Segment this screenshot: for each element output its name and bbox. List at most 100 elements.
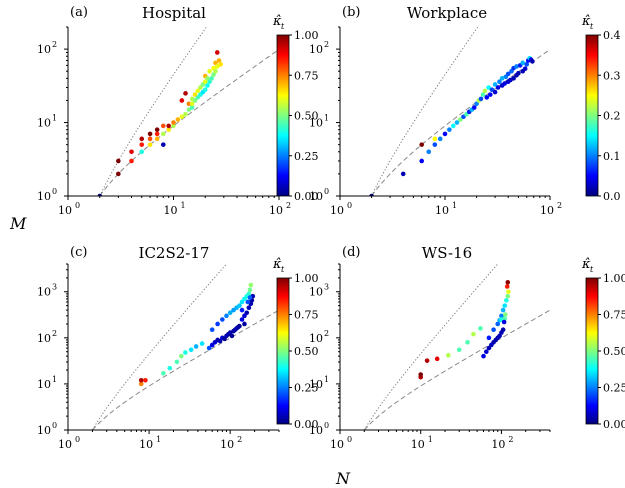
- data-point: [143, 377, 148, 383]
- data-point: [505, 293, 511, 299]
- data-point: [183, 350, 188, 355]
- y-tick-exponent: 2: [52, 40, 57, 49]
- x-tick-exponent: 1: [181, 201, 186, 210]
- data-point: [451, 123, 456, 129]
- y-tick-label: 10: [37, 117, 51, 130]
- colorbar-title: κ̂: [272, 14, 282, 29]
- data-point: [237, 303, 242, 308]
- x-tick-exponent: 0: [75, 435, 80, 444]
- y-tick-exponent: 0: [52, 421, 57, 430]
- colorbar: [276, 34, 290, 197]
- data-point: [437, 136, 443, 142]
- data-point: [456, 347, 462, 353]
- data-point: [504, 298, 509, 303]
- data-point: [217, 338, 223, 344]
- data-point: [506, 289, 511, 295]
- data-point: [246, 305, 252, 311]
- colorbar-tick-label: 0.25: [294, 382, 319, 395]
- x-tick-label: 10: [58, 438, 72, 451]
- data-point: [499, 76, 505, 81]
- x-tick-label: 10: [411, 438, 425, 451]
- data-point: [522, 66, 528, 72]
- data-point: [505, 280, 511, 285]
- x-tick-exponent: 0: [75, 201, 80, 210]
- panel-ic2s2-17: (c) IC2S2-17 10 0 10 1 10 210 010 110 210 30.000.…: [37, 244, 319, 451]
- data-point: [447, 127, 452, 132]
- colorbar-tick-label: 0.0: [603, 190, 621, 203]
- y-axis-label: M: [9, 214, 27, 233]
- data-point: [206, 345, 212, 351]
- data-point: [502, 81, 507, 86]
- data-point: [487, 92, 493, 97]
- data-point: [97, 193, 103, 196]
- x-tick-exponent: 0: [347, 435, 352, 444]
- y-tick-exponent: 1: [324, 375, 329, 384]
- data-point: [504, 284, 510, 289]
- colorbar-tick-label: 0.3: [603, 69, 621, 82]
- x-tick-label: 10: [139, 438, 153, 451]
- x-tick-label: 10: [58, 204, 72, 217]
- plot-area: 10 0 10 1 10 210 010 110 210 30.000.250.500.751.0…: [309, 257, 625, 451]
- data-point: [248, 282, 254, 288]
- data-point: [480, 92, 486, 97]
- data-point: [139, 149, 145, 155]
- y-tick-exponent: 2: [324, 40, 329, 49]
- panel-label: (c): [70, 245, 87, 260]
- panel-label: (a): [70, 5, 88, 20]
- data-point: [188, 347, 194, 353]
- y-tick-label: 10: [37, 190, 51, 203]
- data-point: [193, 344, 199, 349]
- data-point: [198, 85, 203, 90]
- data-point: [209, 327, 215, 333]
- data-point: [501, 319, 507, 325]
- data-point: [244, 310, 250, 316]
- colorbar-tick-label: 0.75: [603, 309, 625, 322]
- data-point: [486, 335, 492, 341]
- data-point: [434, 356, 440, 362]
- data-point: [484, 95, 490, 100]
- data-point: [471, 105, 477, 110]
- data-point: [474, 101, 479, 107]
- colorbar: [585, 34, 599, 197]
- data-point: [147, 142, 153, 147]
- y-tick-label: 10: [37, 286, 51, 299]
- panel-title: Workplace: [407, 4, 487, 22]
- y-tick-exponent: 0: [324, 421, 329, 430]
- data-point: [495, 85, 501, 90]
- colorbar-title-subscript: t: [590, 22, 594, 31]
- y-tick-exponent: 3: [52, 283, 57, 292]
- colorbar-tick-label: 0.25: [294, 150, 319, 163]
- x-axis-label: N: [335, 469, 351, 488]
- plot-clip-group: [369, 27, 550, 196]
- data-point: [492, 89, 498, 95]
- x-tick-exponent: 2: [508, 435, 513, 444]
- data-point: [216, 58, 222, 63]
- y-tick-label: 10: [309, 332, 323, 345]
- data-point: [202, 79, 208, 84]
- data-point: [478, 96, 484, 102]
- data-point: [183, 91, 188, 96]
- colorbar-tick-label: 0.25: [603, 382, 625, 395]
- data-point: [116, 158, 121, 164]
- data-point: [166, 127, 171, 132]
- plot-clip-group: [97, 27, 279, 196]
- data-point: [129, 149, 134, 155]
- data-point: [465, 340, 470, 345]
- data-point: [500, 327, 506, 333]
- x-tick-label: 10: [491, 438, 505, 451]
- panel-title: IC2S2-17: [139, 244, 210, 262]
- data-point: [214, 64, 220, 69]
- data-point: [139, 142, 145, 147]
- data-point: [218, 62, 223, 67]
- data-point: [220, 317, 225, 322]
- data-point: [154, 131, 160, 137]
- data-point: [239, 317, 245, 322]
- data-point: [174, 359, 180, 365]
- x-tick-exponent: 2: [237, 435, 242, 444]
- data-point: [167, 365, 173, 371]
- data-point: [418, 372, 424, 377]
- panel-workplace: (b) Workplace 10 0 10 1 10 210 010 110 20.00.10.…: [309, 4, 621, 217]
- data-point: [147, 131, 153, 137]
- x-tick-label: 10: [164, 204, 178, 217]
- data-point: [484, 349, 489, 355]
